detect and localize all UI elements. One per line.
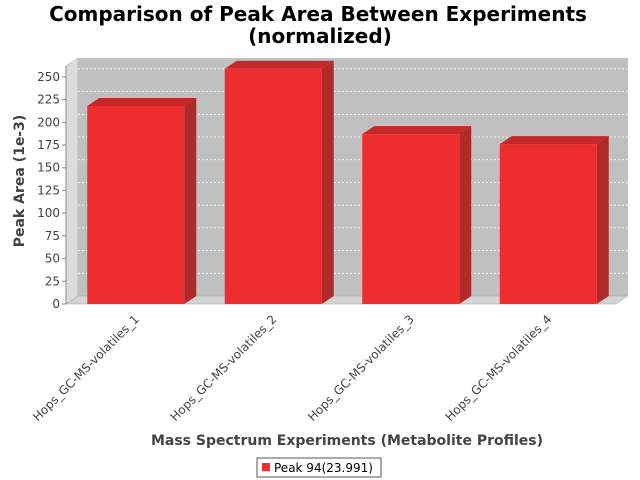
y-axis-label: Peak Area (1e-3) [12,115,28,248]
x-tick-label: Hops_GC-MS-volatiles_1 [30,312,142,424]
y-tick-label: 200 [37,115,60,129]
legend-entry: Peak 94(23.991) [274,461,373,475]
y-tick-label: 175 [37,138,60,152]
bars [87,60,609,305]
bar-side [321,60,334,304]
bar [224,60,334,304]
chart-title-line-1: Comparison of Peak Area Between Experime… [49,2,587,26]
x-axis-label: Mass Spectrum Experiments (Metabolite Pr… [151,433,543,449]
bar [362,126,472,305]
bar-front [499,144,597,304]
y-tick-label: 25 [45,274,60,288]
bar-front [362,134,460,304]
y-tick-label: 75 [45,229,60,243]
legend-swatch [262,463,270,471]
chart-title-line-2: (normalized) [248,24,392,48]
y-tick-label: 250 [37,70,60,84]
bar-front [224,68,322,304]
x-tick-label: Hops_GC-MS-volatiles_2 [168,312,280,424]
bar-side [596,136,609,304]
y-tick-label: 50 [45,252,60,266]
legend-box [256,457,382,478]
bar-side [459,126,472,305]
bar-front [87,105,185,304]
bar [499,136,609,304]
bar-top [87,97,197,106]
x-tick-label: Hops_GC-MS-volatiles_3 [305,312,417,424]
bar-top [499,136,609,145]
y-tick-label: 150 [37,161,60,175]
y-tick-label: 100 [37,206,60,220]
y-tick-label: 125 [37,183,60,197]
bar [87,97,197,304]
y-axis: 0 25 50 75 100 125 150 175 200 225 250 [37,66,67,311]
x-tick-label: Hops_GC-MS-volatiles_4 [443,312,555,424]
y-tick-label: 225 [37,93,60,107]
bar-top [362,126,472,135]
x-axis: Hops_GC-MS-volatiles_1 Hops_GC-MS-volatil… [30,312,554,424]
plot-left-wall [65,57,79,305]
legend: Peak 94(23.991) [256,457,382,478]
y-tick-label: 0 [52,297,60,311]
bar-top [224,60,334,69]
bar-side [184,97,197,304]
